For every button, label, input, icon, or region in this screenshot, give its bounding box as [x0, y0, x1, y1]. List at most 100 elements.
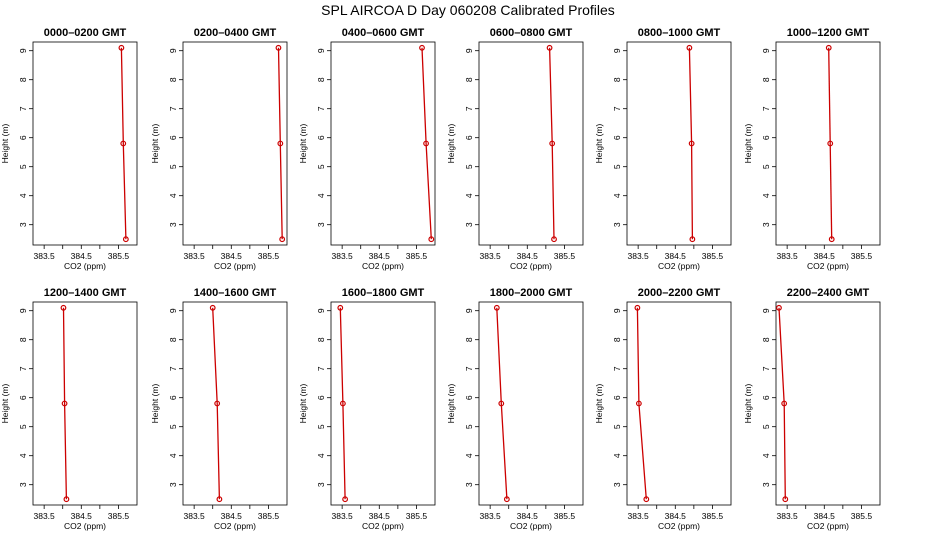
data-point	[214, 400, 221, 407]
y-tick-label: 6	[761, 395, 771, 400]
data-point	[277, 140, 284, 147]
data-point	[825, 44, 832, 51]
x-tick-label: 385.5	[406, 251, 428, 261]
y-tick-label: 8	[464, 77, 474, 82]
data-point	[828, 236, 835, 243]
x-axis-label: CO2 (ppm)	[362, 521, 404, 531]
panel-title: 0600–0800 GMT	[490, 27, 573, 39]
x-tick-label: 383.5	[628, 251, 650, 261]
data-point	[428, 236, 435, 243]
y-tick-label: 8	[612, 337, 622, 342]
y-axis-label: Height (m)	[150, 124, 160, 164]
x-tick-label: 384.5	[814, 511, 836, 521]
y-tick-label: 4	[464, 193, 474, 198]
y-tick-label: 7	[761, 106, 771, 111]
x-tick-label: 383.5	[332, 511, 354, 521]
y-tick-label: 7	[18, 106, 28, 111]
panel-title: 1800–2000 GMT	[490, 287, 573, 299]
panel-title: 0800–1000 GMT	[638, 27, 721, 39]
x-axis-label: CO2 (ppm)	[510, 261, 552, 271]
y-tick-label: 8	[761, 77, 771, 82]
y-tick-label: 8	[18, 77, 28, 82]
y-tick-label: 6	[316, 135, 326, 140]
y-tick-label: 9	[18, 48, 28, 53]
x-tick-label: 385.5	[851, 251, 873, 261]
y-tick-label: 9	[612, 48, 622, 53]
x-tick-label: 384.5	[71, 511, 93, 521]
plot-frame	[32, 301, 138, 506]
y-tick-label: 7	[168, 366, 178, 371]
y-tick-label: 6	[168, 135, 178, 140]
y-tick-label: 4	[168, 193, 178, 198]
y-tick-label: 6	[168, 395, 178, 400]
y-tick-label: 7	[612, 106, 622, 111]
x-tick-label: 384.5	[665, 251, 687, 261]
profile-line	[778, 307, 786, 500]
x-axis-label: CO2 (ppm)	[658, 261, 700, 271]
x-tick-label: 385.5	[554, 251, 576, 261]
x-tick-label: 384.5	[517, 511, 539, 521]
data-point	[423, 140, 429, 147]
y-tick-label: 9	[316, 308, 326, 313]
y-tick-label: 8	[464, 337, 474, 342]
y-tick-label: 9	[168, 48, 178, 53]
y-axis-label: Height (m)	[298, 124, 308, 164]
panel-title: 0400–0600 GMT	[342, 27, 425, 39]
data-point	[419, 44, 425, 51]
y-axis-label: Height (m)	[446, 124, 456, 164]
y-tick-label: 8	[316, 337, 326, 342]
panel-title: 1600–1800 GMT	[342, 287, 425, 299]
data-point	[546, 44, 553, 51]
profile-line	[828, 47, 833, 240]
plot-frame	[182, 301, 288, 506]
y-tick-label: 5	[316, 164, 326, 169]
y-axis-label: Height (m)	[150, 384, 160, 424]
panel-title: 1400–1600 GMT	[194, 287, 277, 299]
y-tick-label: 5	[168, 164, 178, 169]
y-tick-label: 9	[761, 48, 771, 53]
y-tick-label: 4	[761, 193, 771, 198]
y-tick-label: 7	[612, 366, 622, 371]
plot-frame	[478, 41, 584, 246]
x-tick-label: 383.5	[332, 251, 354, 261]
x-tick-label: 383.5	[777, 251, 799, 261]
y-tick-label: 5	[761, 164, 771, 169]
y-tick-label: 8	[761, 337, 771, 342]
x-tick-label: 384.5	[221, 511, 243, 521]
x-tick-label: 385.5	[108, 511, 130, 521]
data-point	[209, 304, 216, 311]
y-tick-label: 3	[168, 222, 178, 227]
data-point	[635, 400, 642, 407]
y-tick-label: 7	[316, 106, 326, 111]
y-axis-label: Height (m)	[0, 124, 10, 164]
y-tick-label: 7	[18, 366, 28, 371]
panel-title: 0000–0200 GMT	[44, 27, 127, 39]
y-tick-label: 4	[316, 453, 326, 458]
x-axis-label: CO2 (ppm)	[510, 521, 552, 531]
profile-line	[339, 307, 346, 500]
y-tick-label: 9	[316, 48, 326, 53]
x-axis-label: CO2 (ppm)	[64, 521, 106, 531]
y-tick-label: 5	[612, 164, 622, 169]
data-point	[493, 304, 500, 311]
x-tick-label: 385.5	[108, 251, 130, 261]
y-tick-label: 3	[168, 482, 178, 487]
x-axis-label: CO2 (ppm)	[658, 521, 700, 531]
plot-frame	[478, 301, 584, 506]
x-tick-label: 385.5	[258, 251, 280, 261]
y-tick-label: 7	[168, 106, 178, 111]
panel-title: 0200–0400 GMT	[194, 27, 277, 39]
y-axis-label: Height (m)	[594, 384, 604, 424]
data-point	[337, 304, 344, 311]
y-tick-label: 4	[612, 193, 622, 198]
x-tick-label: 385.5	[554, 511, 576, 521]
data-point	[781, 400, 788, 407]
profile-line	[688, 47, 694, 240]
data-point	[643, 496, 650, 503]
y-tick-label: 6	[18, 395, 28, 400]
plot-frame	[32, 41, 138, 246]
y-axis-label: Height (m)	[298, 384, 308, 424]
x-tick-label: 383.5	[184, 251, 206, 261]
profile-line	[496, 307, 508, 500]
data-point	[827, 140, 834, 147]
